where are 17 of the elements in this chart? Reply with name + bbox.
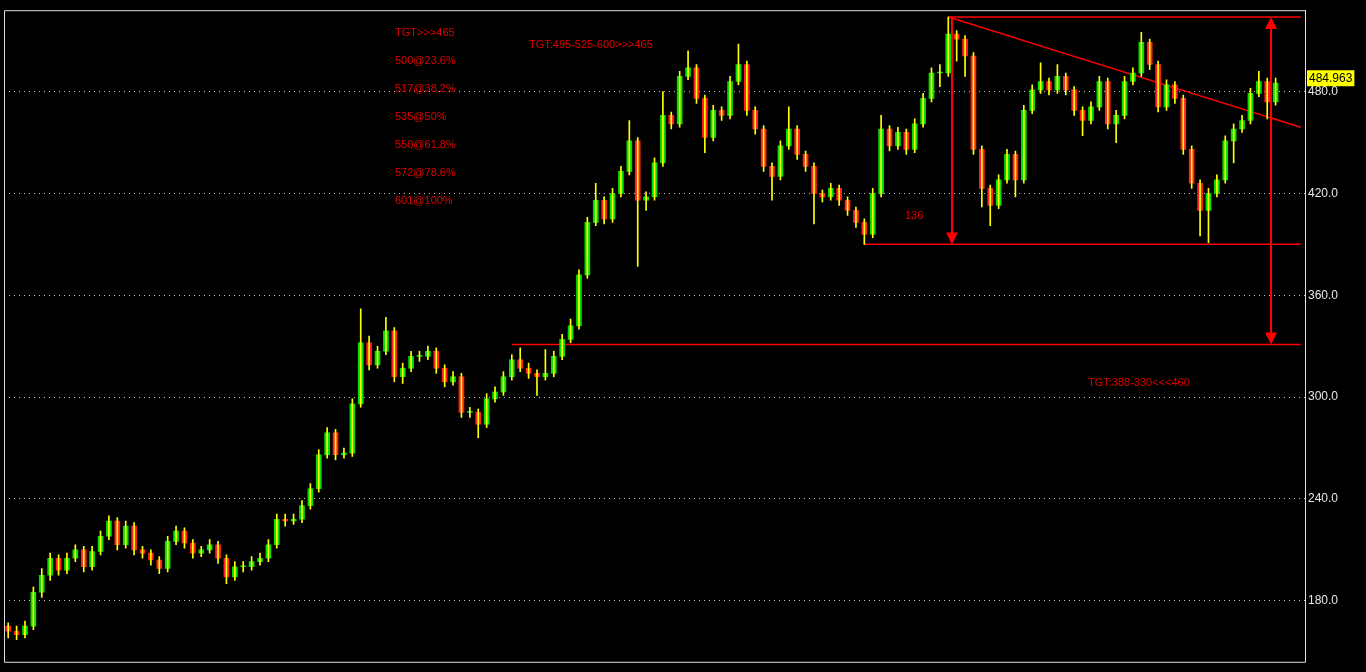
annotation: 500@23.6% xyxy=(395,54,456,67)
annotation: 517@38.2% xyxy=(395,82,456,95)
y-tick-label: 300.0 xyxy=(1308,389,1339,404)
y-tick-label: 420.0 xyxy=(1308,185,1339,200)
y-tick-label: 240.0 xyxy=(1308,491,1339,506)
annotation: 550@61.8% xyxy=(395,138,456,151)
annotation: 572@78.6% xyxy=(395,166,456,179)
annotation: 535@50% xyxy=(395,110,447,123)
annotation: 136 xyxy=(905,209,924,222)
annotation: 601@100% xyxy=(395,194,453,207)
text: 484.963 xyxy=(1309,70,1353,85)
y-tick-label: 180.0 xyxy=(1308,593,1339,608)
y-tick-label: 480.0 xyxy=(1308,83,1339,98)
annotation: TGT:495-525-600>>>465 xyxy=(529,38,653,51)
y-tick-label: 360.0 xyxy=(1308,287,1339,302)
annotation: TGT>>>465 xyxy=(395,26,455,39)
annotation: TGT:388-330<<<460 xyxy=(1088,376,1190,389)
